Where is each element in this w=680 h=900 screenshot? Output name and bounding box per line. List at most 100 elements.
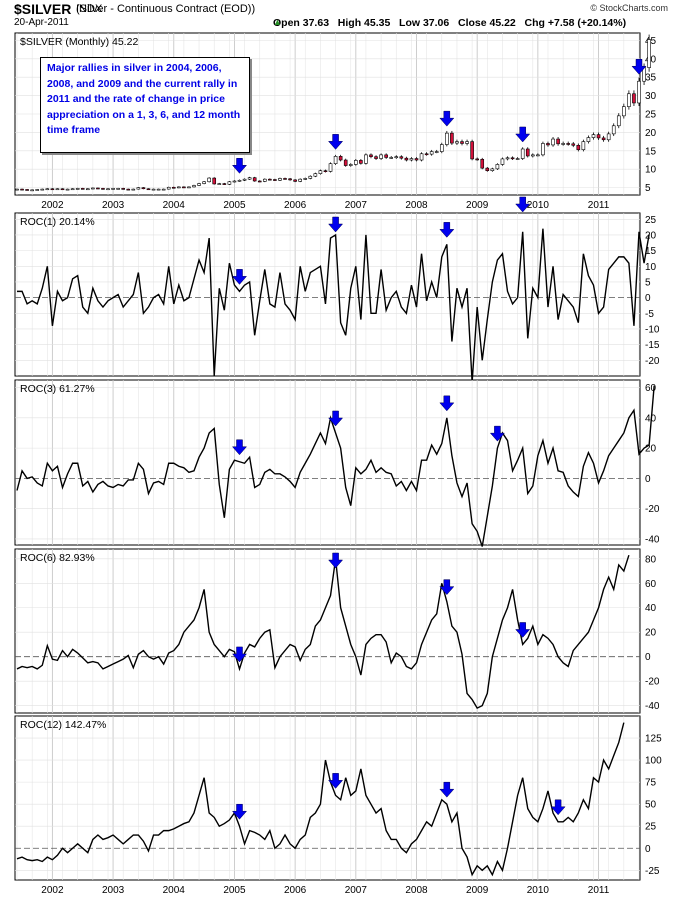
candle: [622, 106, 626, 117]
candle: [50, 188, 55, 191]
candle: [101, 188, 105, 190]
y-tick-label: 30: [645, 91, 657, 102]
candle: [632, 93, 636, 104]
y-tick-label: 20: [645, 444, 657, 455]
candle: [268, 178, 272, 181]
symbol-title: $SILVER: [14, 1, 72, 17]
candle: [470, 141, 474, 160]
candle: [212, 177, 217, 185]
candle: [364, 154, 368, 164]
candle: [586, 137, 591, 142]
candle: [111, 188, 115, 190]
y-tick-label: -40: [645, 701, 660, 712]
candle: [616, 115, 621, 127]
down-arrow-icon: [439, 222, 455, 238]
candle: [333, 156, 338, 165]
candle: [495, 164, 500, 170]
chart-header: $SILVER (Silver - Continuous Contract (E…: [0, 0, 680, 34]
candle: [374, 156, 378, 159]
candle: [389, 157, 394, 159]
annotation-box: Major rallies in silver in 2004, 2006, 2…: [40, 57, 250, 153]
candle: [96, 187, 100, 190]
series-line: [17, 228, 650, 383]
panel-frame: [14, 715, 641, 881]
candle: [217, 183, 222, 185]
y-tick-label: 20: [645, 128, 657, 139]
x-tick-label: 2003: [102, 885, 125, 896]
y-tick-label: 100: [645, 756, 662, 767]
y-tick-label: 15: [645, 146, 657, 157]
candle: [55, 188, 60, 191]
candle: [146, 188, 151, 191]
candle: [546, 143, 550, 146]
candle: [354, 160, 358, 165]
candle: [510, 157, 515, 160]
candle: [627, 93, 631, 107]
candle: [187, 186, 191, 189]
x-tick-label: 2006: [284, 200, 307, 211]
x-tick-label: 2010: [527, 200, 550, 211]
y-tick-label: 80: [645, 554, 657, 565]
down-arrow-icon: [231, 646, 248, 663]
down-arrow-icon: [631, 58, 647, 75]
candle: [303, 178, 308, 180]
candle: [166, 186, 171, 190]
down-arrow-icon: [515, 196, 531, 213]
down-arrow-icon: [328, 216, 344, 233]
down-arrow-icon: [328, 552, 344, 569]
candle: [475, 158, 479, 161]
candle: [35, 189, 40, 191]
candle: [65, 188, 70, 191]
candle: [601, 137, 606, 141]
candle: [116, 188, 120, 190]
candle: [455, 141, 459, 144]
ohlc-text: Open 37.63 High 45.35 Low 37.06 Close 45…: [273, 17, 627, 29]
candle: [348, 164, 353, 166]
panel-frame: [14, 212, 641, 377]
candle: [343, 159, 348, 166]
down-arrow-icon: [231, 269, 248, 285]
down-arrow-icon: [439, 395, 455, 412]
candle: [500, 158, 505, 165]
candle: [171, 186, 176, 189]
candle: [30, 189, 34, 192]
y-tick-label: 40: [645, 603, 657, 614]
candle: [197, 183, 201, 186]
down-arrow-icon: [328, 134, 344, 150]
panel-legend: ROC(3) 61.27%: [20, 383, 95, 395]
candle: [293, 179, 297, 182]
candle: [328, 163, 333, 172]
candle: [131, 188, 136, 191]
candle: [80, 188, 85, 190]
candle: [247, 177, 252, 180]
candle: [445, 132, 449, 145]
candle: [606, 133, 611, 141]
y-tick-label: 20: [645, 628, 657, 639]
candle: [404, 157, 409, 161]
candle: [525, 148, 530, 157]
x-tick-label: 2009: [466, 200, 489, 211]
y-tick-label: 25: [645, 215, 657, 226]
y-tick-label: 10: [645, 262, 657, 273]
candle: [384, 154, 388, 158]
candle: [177, 186, 181, 189]
y-tick-label: 5: [645, 277, 651, 288]
candle: [136, 187, 141, 190]
candle: [505, 157, 510, 160]
candle: [480, 158, 485, 169]
candle: [485, 167, 490, 171]
candle: [278, 178, 282, 181]
candle: [556, 138, 560, 145]
x-tick-label: 2009: [466, 885, 489, 896]
candle: [25, 189, 29, 191]
panel-5: -25 0 25 50 75 100 125 ROC(12) 142.47%: [14, 715, 662, 881]
down-arrow-icon: [231, 158, 248, 174]
candle: [434, 151, 439, 153]
candle: [647, 39, 651, 68]
candle: [611, 125, 616, 135]
candle: [202, 181, 206, 184]
candle: [192, 185, 196, 188]
down-arrow-icon: [231, 803, 248, 820]
x-tick-label: 2005: [223, 200, 246, 211]
